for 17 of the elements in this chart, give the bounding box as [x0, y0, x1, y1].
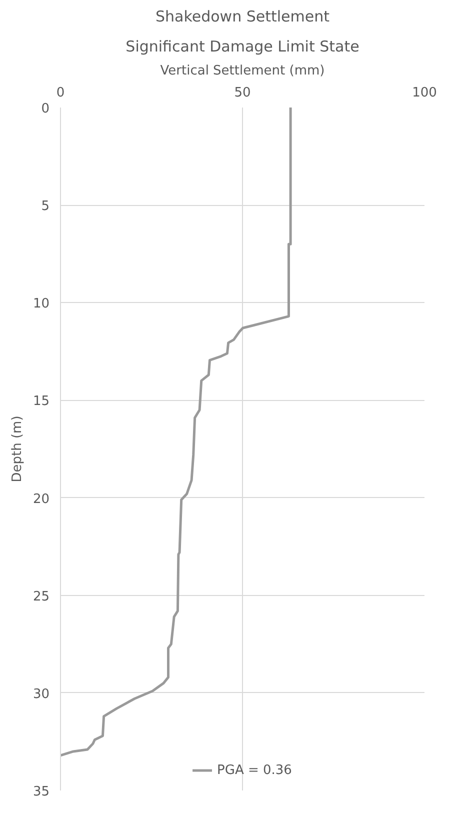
y-tick-label: 25 [32, 589, 50, 604]
legend-label: PGA = 0.36 [217, 762, 292, 778]
y-tick-label: 5 [41, 199, 50, 214]
y-tick-label: 30 [32, 686, 50, 702]
y-axis-title: Depth (m) [10, 416, 25, 482]
chart-title: Shakedown Settlement [156, 8, 330, 26]
y-tick-label: 15 [32, 394, 50, 410]
chart-subtitle: Significant Damage Limit State [126, 38, 360, 56]
line-series [60, 108, 292, 757]
x-axis-title: Vertical Settlement (mm) [160, 64, 325, 78]
y-tick-label: 35 [32, 784, 50, 800]
y-tick-label: 20 [32, 492, 50, 507]
y-tick-label: 0 [41, 102, 50, 116]
x-tick-label: 0 [56, 86, 65, 100]
y-tick-label: 10 [32, 296, 50, 312]
x-tick-label: 100 [412, 86, 437, 100]
x-tick-label: 50 [234, 86, 251, 100]
